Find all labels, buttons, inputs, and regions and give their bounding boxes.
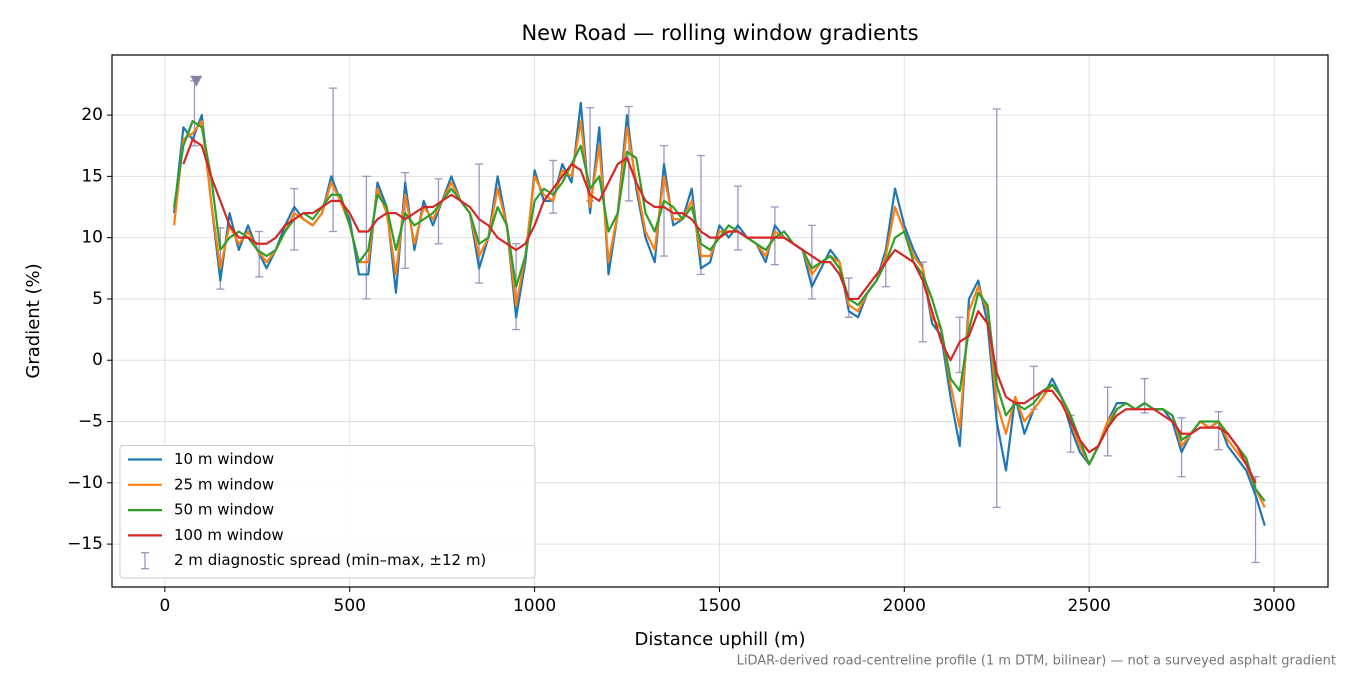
y-tick-label: 0	[92, 350, 103, 370]
x-tick-label: 1000	[513, 596, 556, 616]
x-tick-label: 3000	[1252, 596, 1295, 616]
y-tick-label: 20	[81, 105, 103, 125]
legend-label: 50 m window	[174, 501, 274, 519]
x-tick-label: 1500	[698, 596, 741, 616]
legend-label: 10 m window	[174, 450, 274, 468]
plot-frame	[111, 54, 1329, 588]
x-tick-label: 2000	[883, 596, 926, 616]
footnote: LiDAR-derived road-centreline profile (1…	[737, 654, 1336, 669]
x-tick-label: 0	[159, 596, 170, 616]
error-bar	[549, 159, 558, 214]
error-bar	[329, 87, 338, 233]
series-line	[182, 138, 1257, 484]
series-line	[173, 101, 1266, 527]
legend-label: 25 m window	[174, 475, 274, 493]
error-bar	[955, 316, 964, 374]
y-tick-label: 10	[81, 228, 103, 248]
error-bar	[770, 206, 779, 266]
y-tick-label: 15	[81, 166, 103, 186]
y-tick-label: −15	[67, 534, 103, 554]
error-bar	[1140, 377, 1149, 414]
legend-label: 100 m window	[174, 526, 284, 544]
y-tick-label: −5	[78, 412, 103, 432]
peak-marker	[190, 75, 203, 87]
x-tick-label: 500	[334, 596, 366, 616]
chart-title: New Road — rolling window gradients	[521, 21, 918, 45]
legend-box	[119, 445, 536, 579]
x-tick-label: 2500	[1068, 596, 1111, 616]
error-bar	[1177, 417, 1186, 478]
error-bar	[992, 108, 1001, 508]
y-tick-label: 5	[92, 289, 103, 309]
error-bar	[1214, 411, 1223, 451]
y-tick-label: −10	[67, 473, 103, 493]
legend-label: 2 m diagnostic spread (min–max, ±12 m)	[174, 551, 486, 569]
error-bar	[141, 552, 149, 570]
x-axis-label: Distance uphill (m)	[635, 629, 806, 650]
error-bar	[733, 185, 742, 251]
error-bar	[362, 175, 371, 300]
legend: 10 m window 25 m window 50 m window 100 m w…	[119, 445, 536, 579]
y-axis-label: Gradient (%)	[23, 263, 44, 378]
